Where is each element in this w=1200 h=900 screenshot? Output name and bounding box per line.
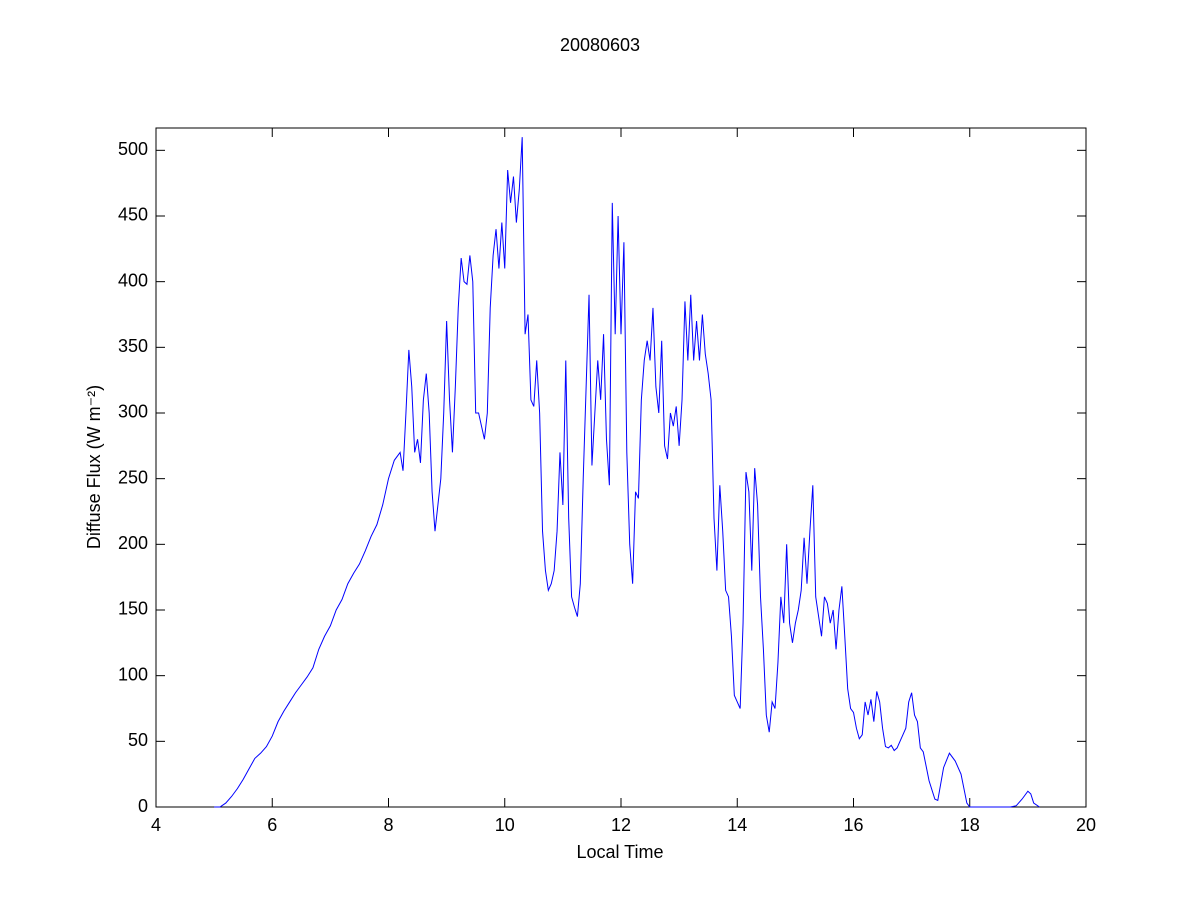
x-tick-label: 4 [151,815,161,835]
x-tick-label: 18 [960,815,980,835]
y-tick-label: 100 [118,664,148,684]
y-tick-label: 200 [118,533,148,553]
x-tick-label: 6 [267,815,277,835]
y-tick-label: 400 [118,270,148,290]
x-tick-label: 10 [495,815,515,835]
y-tick-label: 250 [118,467,148,487]
x-tick-label: 20 [1076,815,1096,835]
y-tick-label: 350 [118,336,148,356]
x-axis-label: Local Time [576,842,663,862]
y-tick-label: 450 [118,205,148,225]
x-tick-label: 8 [383,815,393,835]
y-tick-label: 50 [128,730,148,750]
y-tick-label: 0 [138,796,148,816]
plot-frame [155,127,1087,808]
y-tick-label: 500 [118,139,148,159]
x-tick-label: 16 [843,815,863,835]
x-tick-label: 14 [727,815,747,835]
y-tick-label: 300 [118,402,148,422]
chart-title: 20080603 [560,35,640,55]
y-axis-label: Diffuse Flux (W m⁻²) [84,385,104,549]
data-line [214,137,1040,808]
x-tick-label: 12 [611,815,631,835]
y-tick-label: 150 [118,599,148,619]
